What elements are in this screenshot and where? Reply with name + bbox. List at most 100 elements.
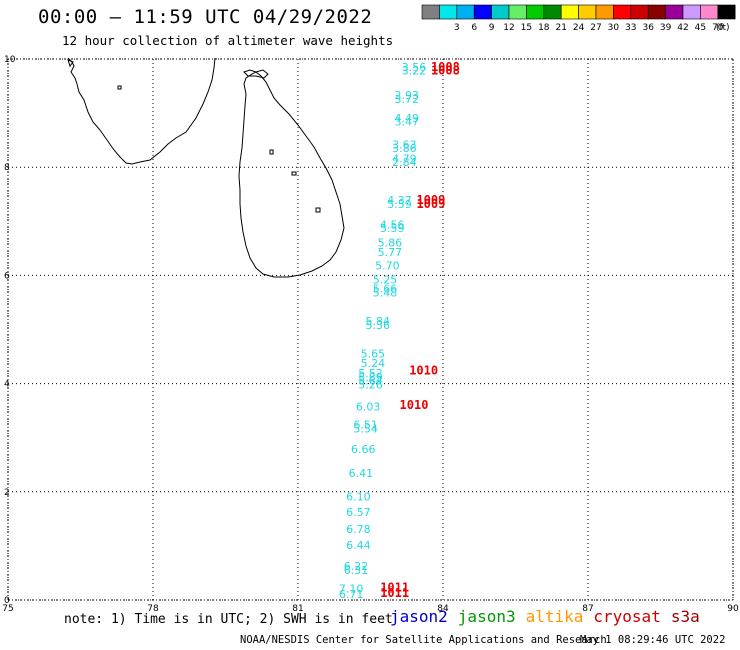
color-scale-legend: 3 6 9 12 15 18 21 24 27 30 33 36 39 42 45 70(ft)	[421, 4, 736, 33]
wave-height-label: 3.47	[395, 116, 420, 129]
legend-swatch	[717, 4, 736, 20]
legend-tick-label: 3	[454, 23, 460, 33]
footer-timestamp: May 1 08:29:46 UTC 2022	[580, 634, 726, 646]
wave-height-label: 6.44	[346, 539, 371, 552]
wave-height-label: 3.86	[392, 142, 417, 155]
legend-swatch	[421, 4, 440, 20]
wave-height-label: 5.48	[373, 286, 398, 299]
wave-height-label: 6.41	[349, 467, 374, 480]
longitude-tick-label: 84	[437, 604, 449, 614]
jaffna-peninsula	[243, 69, 269, 79]
latitude-tick-label: 10	[4, 55, 16, 65]
legend-tick-label: 45	[695, 23, 706, 33]
pass-time-label: 1011	[380, 580, 409, 594]
wave-height-label: 5.59	[387, 198, 412, 211]
pass-time-label: 1010	[409, 363, 438, 377]
wave-height-label: 5.52	[358, 367, 383, 380]
wave-height-label: 5.77	[378, 246, 403, 259]
legend-tick-label: 30	[608, 23, 620, 33]
wave-height-label: 5.64	[358, 375, 383, 388]
legend-swatch	[560, 4, 579, 20]
pass-time-label: 1008	[431, 64, 460, 78]
wave-height-label: 5.54	[353, 422, 378, 435]
wave-height-label: 5.36	[366, 319, 391, 332]
latitude-tick-label: 6	[4, 271, 10, 281]
legend-swatch	[665, 4, 684, 20]
coastline	[67, 57, 345, 278]
pass-time-label: 1009	[416, 193, 445, 207]
footer-credit: NOAA/NESDIS Center for Satellite Applica…	[240, 634, 607, 646]
island-islet-4	[291, 171, 297, 176]
legend-swatch	[578, 4, 597, 20]
wave-height-label: 3.56	[402, 61, 427, 74]
wave-height-label: 5.86	[378, 237, 403, 250]
wave-height-label: 4.49	[395, 112, 420, 125]
legend-swatch	[613, 4, 632, 20]
longitude-tick-label: 90	[727, 604, 739, 614]
legend-swatch	[700, 4, 719, 20]
island-islet-2	[269, 149, 274, 155]
indian-island-1	[67, 59, 74, 68]
legend-tick-label: 36	[642, 23, 654, 33]
legend-tick-label: 33	[625, 23, 636, 33]
satellite-jason2: jason2	[390, 607, 448, 626]
legend-tick-label: 27	[590, 23, 601, 33]
longitude-tick-label: 81	[292, 604, 303, 614]
legend-swatch	[630, 4, 649, 20]
wave-height-label: 5.84	[366, 315, 391, 328]
wave-height-label: 5.89	[358, 371, 383, 384]
legend-swatch	[456, 4, 475, 20]
wave-height-label: 5.26	[358, 378, 383, 391]
legend-tick-label: 24	[573, 23, 585, 33]
wave-height-label: 4.37	[387, 194, 412, 207]
latitude-tick-label: 0	[4, 596, 10, 606]
footer-note: note: 1) Time is in UTC; 2) SWH is in fe…	[64, 612, 393, 627]
wave-height-label: 6.22	[344, 560, 369, 573]
longitude-tick-label: 87	[582, 604, 593, 614]
legend-tick-label: 6	[471, 23, 477, 33]
satellite-cryosat: cryosat	[593, 607, 661, 626]
wave-height-label: 5.59	[380, 222, 405, 235]
legend-swatch	[595, 4, 614, 20]
page-subtitle: 12 hour collection of altimeter wave hei…	[62, 33, 394, 48]
wave-height-label: 3.72	[395, 93, 420, 106]
legend-unit-label: (ft)	[716, 23, 730, 33]
wave-height-label: 5.70	[375, 259, 400, 272]
map-grid: 75 78 81 84 87 90 0 2 4 6 8 10	[2, 55, 739, 614]
legend-tick-label: 70	[712, 23, 724, 33]
legend-tick-label: 39	[660, 23, 672, 33]
wave-height-label: 2.93	[395, 89, 420, 102]
island-islet-1	[117, 85, 122, 90]
legend-swatch	[543, 4, 562, 20]
legend-swatch	[647, 4, 666, 20]
wave-height-label: 6.51	[353, 419, 378, 432]
pass-time-label: 1009	[416, 197, 445, 211]
legend-tick-label: 9	[489, 23, 495, 33]
wave-height-label: 3.63	[392, 138, 417, 151]
legend-swatch	[682, 4, 701, 20]
wave-height-label: 6.66	[351, 443, 376, 456]
longitude-tick-label: 75	[2, 604, 13, 614]
legend-tick-label: 18	[538, 23, 550, 33]
satellite-altika: altika	[525, 607, 584, 626]
wave-height-label: 5.24	[361, 357, 386, 370]
wave-height-label: 6.10	[346, 490, 371, 503]
legend-swatch	[508, 4, 527, 20]
latitude-tick-label: 8	[4, 163, 10, 173]
pass-time-label: 1011	[380, 586, 409, 600]
latitude-tick-label: 4	[4, 380, 10, 390]
wave-height-label: 6.71	[339, 588, 364, 601]
wave-height-label: 6.03	[356, 401, 381, 414]
wave-height-label: 2.84	[392, 156, 417, 169]
legend-tick-label: 42	[677, 23, 688, 33]
wave-height-label: 5.66	[373, 283, 398, 296]
page-title: 00:00 – 11:59 UTC 04/29/2022	[38, 6, 373, 28]
pass-time-label: 1010	[400, 398, 429, 412]
satellite-jason3: jason3	[457, 607, 516, 626]
wave-height-label: 4.79	[392, 152, 417, 165]
legend-tick-label: 15	[521, 23, 532, 33]
wave-height-label: 4.56	[380, 218, 405, 231]
